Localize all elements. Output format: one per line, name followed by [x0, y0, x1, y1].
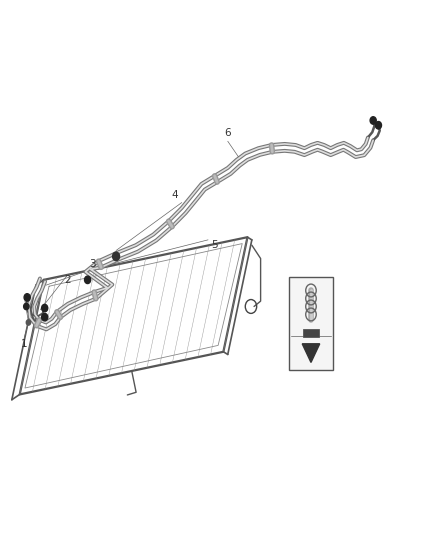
- Circle shape: [42, 304, 48, 312]
- Circle shape: [26, 320, 31, 325]
- Polygon shape: [302, 344, 320, 362]
- Circle shape: [24, 294, 30, 301]
- Text: 4: 4: [172, 190, 179, 199]
- Circle shape: [375, 122, 381, 129]
- Text: 6: 6: [224, 128, 231, 138]
- FancyBboxPatch shape: [289, 277, 333, 370]
- Text: 3: 3: [88, 259, 95, 269]
- Text: 1: 1: [21, 339, 28, 349]
- Circle shape: [42, 313, 48, 321]
- Circle shape: [370, 117, 376, 124]
- Circle shape: [24, 303, 29, 310]
- Circle shape: [85, 276, 91, 284]
- FancyBboxPatch shape: [303, 329, 319, 337]
- Text: 2: 2: [64, 275, 71, 285]
- Circle shape: [113, 252, 120, 261]
- Text: 5: 5: [211, 240, 218, 250]
